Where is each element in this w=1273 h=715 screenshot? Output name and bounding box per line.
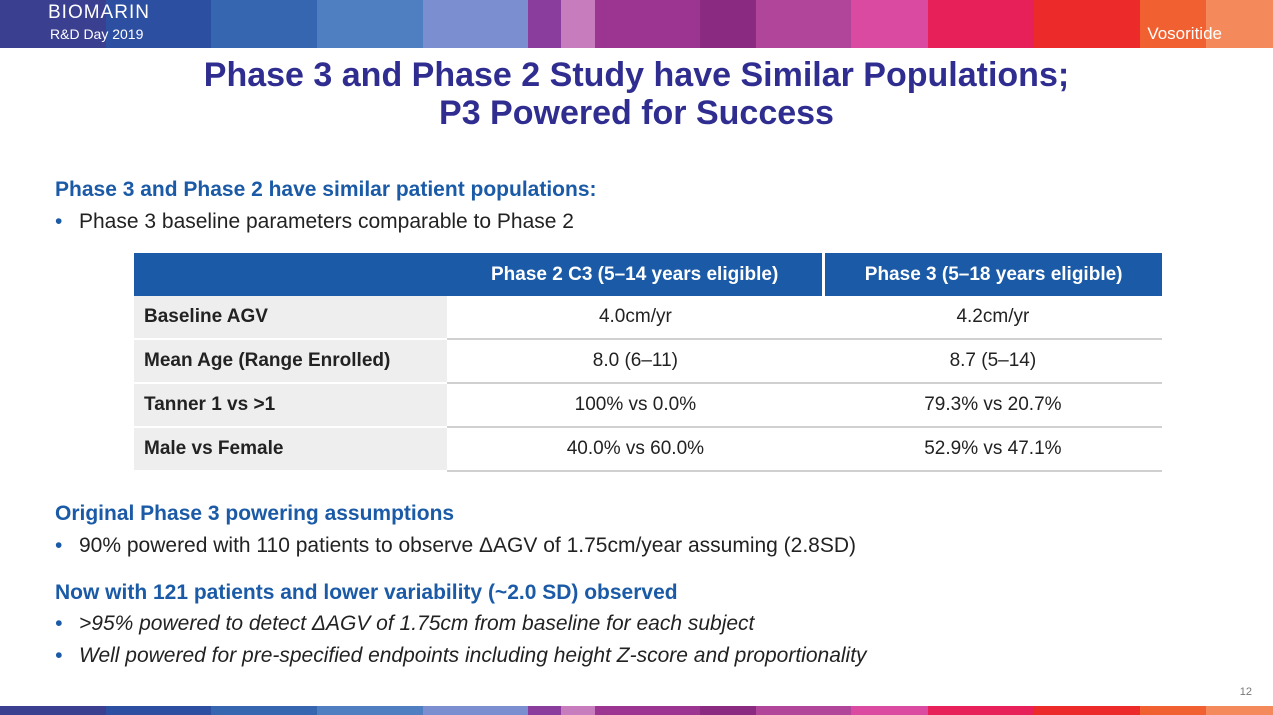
banner-segment [316, 706, 423, 715]
phase3-cell: 4.2cm/yr [823, 296, 1162, 340]
section1-bullet: • Phase 3 baseline parameters comparable … [55, 210, 574, 234]
banner-segment [928, 706, 1035, 715]
bullet-icon: • [55, 534, 63, 557]
bullet-text: 90% powered with 110 patients to observe… [79, 534, 857, 557]
table-header-phase3: Phase 3 (5–18 years eligible) [822, 253, 1162, 296]
banner-segment [422, 706, 529, 715]
section3-bullet: • >95% powered to detect ΔAGV of 1.75cm f… [55, 612, 754, 636]
banner-segment [561, 0, 595, 48]
banner-segment [211, 0, 317, 48]
section1-heading: Phase 3 and Phase 2 have similar patient… [55, 178, 597, 201]
banner-segment [1139, 706, 1207, 715]
product-name: Vosoritide [1147, 24, 1222, 43]
header-banner [0, 0, 1273, 48]
row-label: Baseline AGV [134, 296, 447, 340]
page-number: 12 [1239, 686, 1252, 698]
table-header-phase2: Phase 2 C3 (5–14 years eligible) [447, 253, 824, 296]
table-header-row: Phase 2 C3 (5–14 years eligible) Phase 3… [134, 253, 1162, 296]
brand-logo: BIOMARIN [48, 2, 150, 23]
table-row: Tanner 1 vs >1 100% vs 0.0% 79.3% vs 20.… [134, 383, 1162, 428]
phase2-cell: 100% vs 0.0% [447, 383, 824, 428]
banner-segment [422, 0, 529, 48]
title-line-2: P3 Powered for Success [439, 94, 834, 132]
bullet-icon: • [55, 210, 63, 233]
row-label: Male vs Female [134, 427, 447, 472]
banner-segment [850, 706, 929, 715]
bullet-text: Phase 3 baseline parameters comparable t… [79, 210, 574, 233]
banner-segment [1206, 706, 1273, 715]
banner-segment [756, 0, 851, 48]
banner-segment [594, 706, 701, 715]
banner-segment [1034, 0, 1140, 48]
section2-bullet: • 90% powered with 110 patients to observ… [55, 534, 856, 558]
banner-segment [105, 706, 212, 715]
row-label: Tanner 1 vs >1 [134, 383, 447, 428]
banner-segment [0, 0, 106, 48]
row-label: Mean Age (Range Enrolled) [134, 339, 447, 384]
banner-segment [105, 0, 212, 48]
section3-heading: Now with 121 patients and lower variabil… [55, 581, 678, 604]
banner-segment [211, 706, 317, 715]
table-row: Male vs Female 40.0% vs 60.0% 52.9% vs 4… [134, 427, 1162, 472]
phase3-cell: 8.7 (5–14) [823, 339, 1162, 384]
title-line-1: Phase 3 and Phase 2 Study have Similar P… [203, 56, 1070, 94]
banner-segment [594, 0, 701, 48]
banner-segment [1139, 0, 1207, 48]
banner-segment [850, 0, 929, 48]
banner-segment [700, 0, 757, 48]
banner-segment [0, 706, 106, 715]
footer-bar [0, 706, 1273, 715]
banner-segment [928, 0, 1035, 48]
banner-segment [316, 0, 423, 48]
section2-heading: Original Phase 3 powering assumptions [55, 502, 455, 525]
bullet-text: >95% powered to detect ΔAGV of 1.75cm fr… [79, 612, 755, 635]
banner-segment [756, 706, 851, 715]
banner-segment [1034, 706, 1140, 715]
banner-segment [528, 0, 562, 48]
bullet-icon: • [55, 612, 63, 635]
slide-title: Phase 3 and Phase 2 Study have Similar P… [0, 56, 1273, 132]
banner-segment [700, 706, 757, 715]
banner-segment [1206, 0, 1273, 48]
comparison-table: Phase 2 C3 (5–14 years eligible) Phase 3… [134, 253, 1162, 472]
phase2-cell: 8.0 (6–11) [447, 339, 824, 384]
bullet-text: Well powered for pre-specified endpoints… [79, 644, 867, 667]
phase3-cell: 52.9% vs 47.1% [823, 427, 1162, 472]
event-label: R&D Day 2019 [50, 26, 144, 42]
phase3-cell: 79.3% vs 20.7% [823, 383, 1162, 428]
banner-segment [561, 706, 595, 715]
phase2-cell: 4.0cm/yr [447, 296, 824, 340]
table-header-blank [134, 253, 447, 296]
table-row: Mean Age (Range Enrolled) 8.0 (6–11) 8.7… [134, 339, 1162, 384]
phase2-cell: 40.0% vs 60.0% [447, 427, 824, 472]
table-row: Baseline AGV 4.0cm/yr 4.2cm/yr [134, 296, 1162, 340]
banner-segment [528, 706, 562, 715]
section3-bullet: • Well powered for pre-specified endpoint… [55, 644, 867, 668]
bullet-icon: • [55, 644, 63, 667]
